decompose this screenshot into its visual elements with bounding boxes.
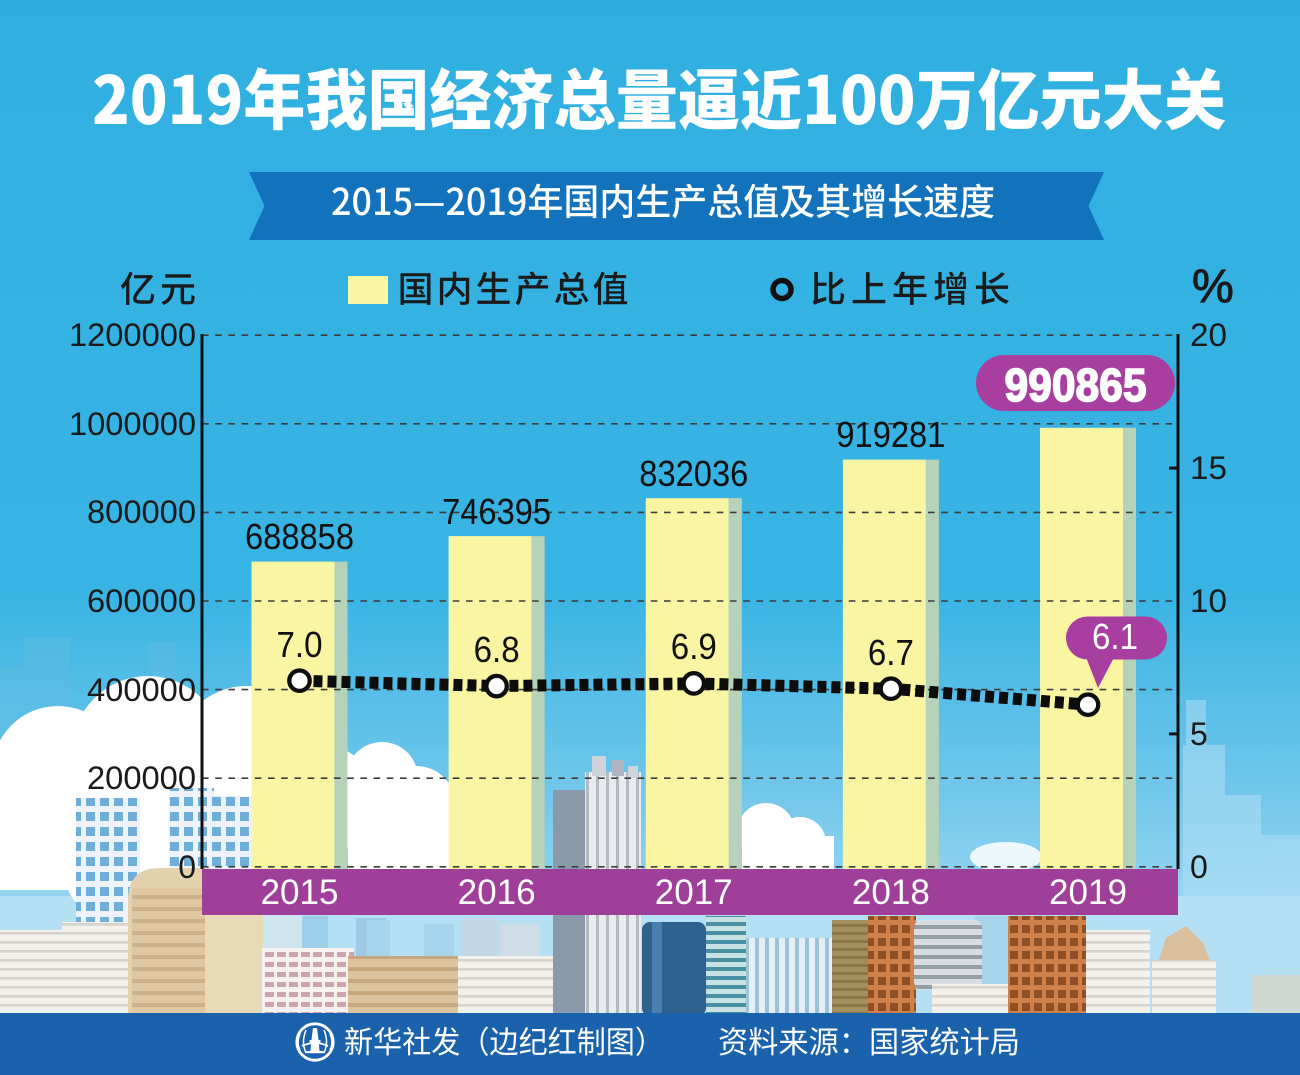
svg-text:688858: 688858: [245, 516, 354, 557]
svg-text:832036: 832036: [639, 453, 748, 494]
svg-text:400000: 400000: [87, 672, 196, 708]
svg-text:1000000: 1000000: [69, 406, 196, 442]
svg-text:2015: 2015: [261, 873, 339, 912]
svg-text:15: 15: [1190, 450, 1227, 486]
svg-text:2016: 2016: [458, 873, 536, 912]
svg-text:746395: 746395: [442, 491, 551, 532]
svg-text:0: 0: [1190, 849, 1208, 885]
svg-text:1200000: 1200000: [69, 317, 196, 353]
svg-text:600000: 600000: [87, 583, 196, 619]
svg-text:6.7: 6.7: [868, 632, 914, 673]
svg-text:2017: 2017: [655, 873, 733, 912]
svg-text:200000: 200000: [87, 760, 196, 796]
svg-text:20: 20: [1190, 317, 1227, 353]
svg-text:2018: 2018: [852, 873, 930, 912]
svg-text:6.9: 6.9: [671, 626, 717, 667]
svg-text:0: 0: [178, 849, 196, 885]
svg-text:6.8: 6.8: [474, 629, 520, 670]
svg-text:7.0: 7.0: [277, 624, 323, 665]
svg-text:990865: 990865: [1005, 359, 1147, 411]
svg-text:%: %: [1192, 259, 1234, 312]
svg-text:2019: 2019: [1049, 873, 1127, 912]
svg-text:10: 10: [1190, 583, 1227, 619]
svg-text:919281: 919281: [836, 414, 945, 455]
svg-text:6.1: 6.1: [1092, 616, 1138, 657]
svg-text:800000: 800000: [87, 494, 196, 530]
svg-text:5: 5: [1190, 716, 1208, 752]
